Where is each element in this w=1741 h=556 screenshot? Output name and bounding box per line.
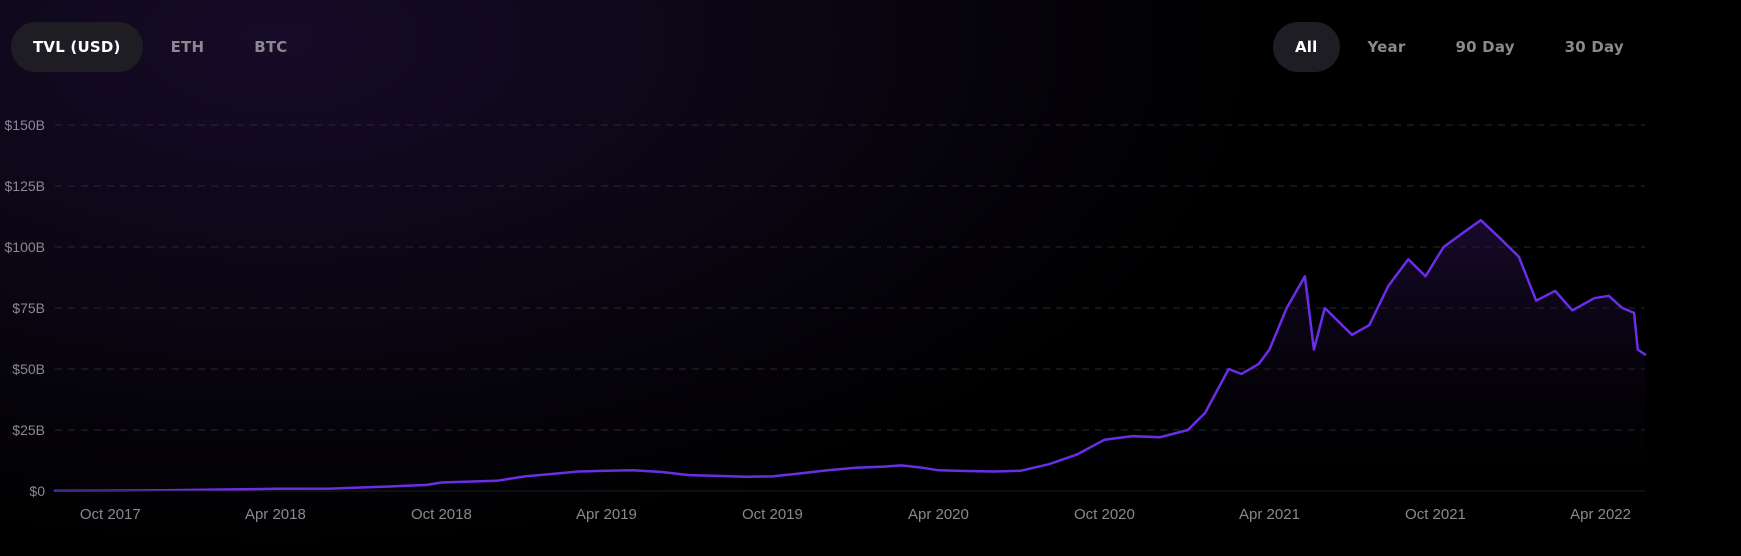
tab-range-30-day[interactable]: 30 Day	[1564, 38, 1624, 56]
x-tick-label: Apr 2021	[1239, 506, 1300, 523]
y-tick-label: $25B	[12, 422, 45, 438]
y-tick-label: $150B	[5, 117, 45, 133]
tvl-series-line[interactable]	[53, 218, 1647, 493]
tab-btc[interactable]: BTC	[254, 38, 288, 56]
y-tick-label: $125B	[5, 178, 45, 194]
x-tick-label: Oct 2018	[411, 506, 472, 523]
x-tick-label: Apr 2019	[576, 506, 637, 523]
tab-tvl-usd[interactable]: TVL (USD)	[11, 22, 143, 72]
tab-range-all[interactable]: All	[1273, 22, 1340, 72]
tab-range-90-day[interactable]: 90 Day	[1455, 38, 1515, 56]
y-tick-label: $75B	[12, 300, 45, 316]
time-range-toggle: All Year 90 Day 30 Day	[1273, 22, 1646, 72]
value-unit-toggle: TVL (USD) ETH BTC	[11, 22, 310, 72]
tab-range-year[interactable]: Year	[1367, 38, 1406, 56]
gridlines	[55, 124, 1645, 431]
x-tick-label: Apr 2018	[245, 506, 306, 523]
x-tick-label: Oct 2017	[80, 506, 141, 523]
tab-eth[interactable]: ETH	[170, 38, 205, 56]
y-tick-label: $50B	[12, 361, 45, 377]
x-axis: Oct 2017 Apr 2018 Oct 2018 Apr 2019 Oct 2019…	[80, 506, 1631, 523]
x-tick-label: Apr 2020	[908, 506, 969, 523]
x-tick-label: Oct 2020	[1074, 506, 1135, 523]
tvl-area-fill	[55, 220, 1645, 491]
y-tick-label: $100B	[5, 239, 45, 255]
x-tick-label: Apr 2022	[1570, 506, 1631, 523]
y-axis: $0 $25B $50B $75B $100B $125B $150B	[5, 117, 46, 499]
y-tick-label: $0	[29, 483, 45, 499]
x-tick-label: Oct 2019	[742, 506, 803, 523]
x-tick-label: Oct 2021	[1405, 506, 1466, 523]
